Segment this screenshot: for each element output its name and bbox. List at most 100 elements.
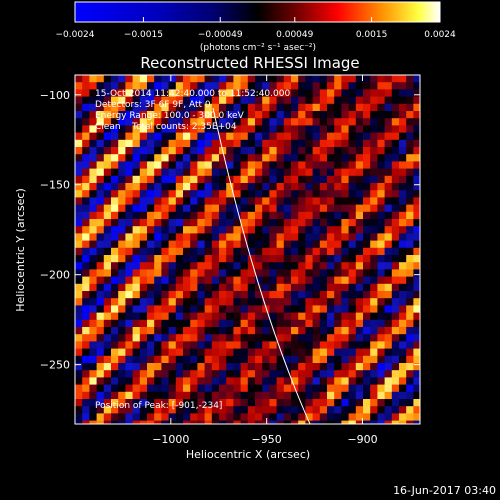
heatmap-cell <box>283 283 292 292</box>
heatmap-cell <box>204 190 213 198</box>
heatmap-cell <box>125 399 133 407</box>
heatmap-cell <box>319 190 328 198</box>
heatmap-cell <box>190 391 198 400</box>
heatmap-cell <box>399 103 407 112</box>
heatmap-cell <box>348 147 357 155</box>
heatmap-cell <box>190 89 198 97</box>
heatmap-cell <box>305 269 313 277</box>
heatmap-cell <box>348 255 357 263</box>
heatmap-cell <box>197 168 205 177</box>
heatmap-cell <box>103 355 112 364</box>
heatmap-cell <box>132 118 141 126</box>
heatmap-cell <box>370 247 378 256</box>
heatmap-cell <box>197 240 205 249</box>
heatmap-cell <box>363 147 371 155</box>
heatmap-cell <box>276 291 285 299</box>
heatmap-cell <box>334 291 342 299</box>
heatmap-cell <box>391 211 400 220</box>
heatmap-cell <box>283 233 292 241</box>
heatmap-cell <box>255 168 263 177</box>
heatmap-cell <box>370 276 378 285</box>
heatmap-cell <box>341 283 349 292</box>
heatmap-cell <box>204 276 213 285</box>
heatmap-cell <box>190 319 198 328</box>
heatmap-cell <box>82 312 90 321</box>
heatmap-cell <box>219 233 227 241</box>
heatmap-cell <box>291 399 299 407</box>
heatmap-cell <box>132 269 141 277</box>
heatmap-cell <box>96 255 105 263</box>
heatmap-cell <box>348 96 357 105</box>
heatmap-cell <box>355 348 364 357</box>
heatmap-cell <box>283 175 292 184</box>
heatmap-cell <box>283 147 292 155</box>
heatmap-cell <box>226 211 234 220</box>
heatmap-cell <box>406 420 414 424</box>
heatmap-cell <box>147 204 155 213</box>
heatmap-cell <box>370 334 378 342</box>
heatmap-cell <box>118 125 126 133</box>
heatmap-cell <box>111 391 119 400</box>
heatmap-cell <box>183 82 191 90</box>
colorbar-tick-label: 0.0015 <box>356 30 388 40</box>
heatmap-cell <box>118 147 126 155</box>
heatmap-cell <box>363 348 371 357</box>
heatmap-cell <box>75 147 83 155</box>
heatmap-cell <box>341 125 349 133</box>
heatmap-cell <box>348 291 357 299</box>
heatmap-cell <box>197 355 205 364</box>
heatmap-cell <box>161 161 169 169</box>
heatmap-cell <box>319 139 328 148</box>
heatmap-cell <box>118 283 126 292</box>
heatmap-cell <box>190 197 198 205</box>
heatmap-cell <box>111 75 119 83</box>
heatmap-cell <box>139 175 148 184</box>
heatmap-cell <box>211 204 220 213</box>
heatmap-cell <box>111 399 119 407</box>
heatmap-cell <box>197 111 205 119</box>
heatmap-cell <box>283 355 292 364</box>
heatmap-cell <box>103 118 112 126</box>
heatmap-cell <box>125 319 133 328</box>
heatmap-cell <box>226 183 234 191</box>
heatmap-cell <box>96 204 105 213</box>
heatmap-cell <box>226 247 234 256</box>
heatmap-cell <box>334 363 342 371</box>
heatmap-cell <box>334 175 342 184</box>
heatmap-cell <box>161 384 169 393</box>
heatmap-cell <box>82 183 90 191</box>
heatmap-cell <box>399 82 407 90</box>
heatmap-cell <box>111 82 119 90</box>
heatmap-cell <box>233 399 241 407</box>
heatmap-cell <box>111 312 119 321</box>
heatmap-cell <box>183 391 191 400</box>
heatmap-cell <box>190 312 198 321</box>
heatmap-cell <box>312 305 321 313</box>
heatmap-cell <box>262 154 270 162</box>
heatmap-cell <box>147 276 155 285</box>
heatmap-cell <box>305 197 313 205</box>
heatmap-cell <box>226 75 234 83</box>
heatmap-cell <box>132 240 141 249</box>
heatmap-cell <box>370 183 378 191</box>
heatmap-cell <box>406 327 414 335</box>
heatmap-cell <box>204 161 213 169</box>
heatmap-cell <box>255 175 263 184</box>
heatmap-cell <box>355 312 364 321</box>
heatmap-cell <box>247 89 256 97</box>
heatmap-cell <box>190 370 198 378</box>
heatmap-cell <box>204 233 213 241</box>
heatmap-cell <box>111 341 119 349</box>
heatmap-cell <box>147 384 155 393</box>
heatmap-cell <box>255 154 263 162</box>
heatmap-cell <box>111 125 119 133</box>
heatmap-cell <box>283 190 292 198</box>
heatmap-cell <box>298 240 306 249</box>
heatmap-cell <box>183 370 191 378</box>
heatmap-cell <box>291 211 299 220</box>
heatmap-cell <box>377 103 385 112</box>
heatmap-cell <box>154 204 162 213</box>
heatmap-cell <box>355 96 364 105</box>
heatmap-cell <box>233 269 241 277</box>
